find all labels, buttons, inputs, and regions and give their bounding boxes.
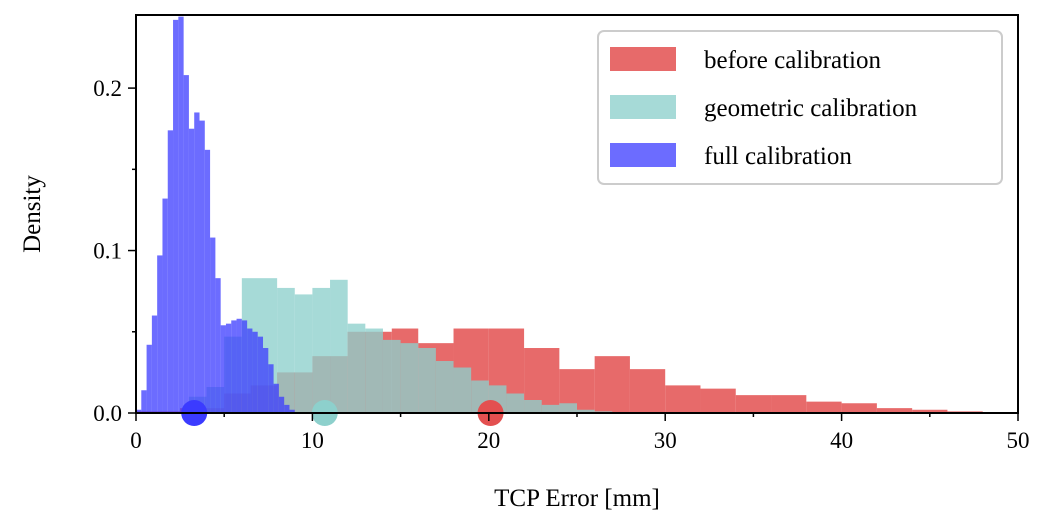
histogram-bar	[330, 279, 348, 413]
histogram-bar	[700, 388, 736, 413]
histogram-bar	[418, 348, 436, 413]
histogram-bar	[252, 331, 258, 413]
histogram-bar	[312, 287, 331, 413]
x-tick-label: 50	[1007, 428, 1030, 453]
histogram-bar	[577, 409, 595, 413]
histogram-bar	[541, 404, 560, 413]
histogram-bar	[167, 130, 174, 413]
histogram-bar	[665, 385, 701, 413]
histogram-bar	[453, 367, 472, 413]
histogram-bar	[841, 403, 877, 413]
histogram-bar	[277, 287, 295, 413]
histogram-bar	[151, 315, 158, 413]
histogram-bar	[629, 369, 666, 413]
y-axis-label: Density	[19, 175, 46, 253]
legend-swatch	[610, 143, 676, 167]
legend: before calibration geometric calibration f…	[597, 30, 1003, 185]
histogram-bar	[136, 409, 142, 413]
histogram-bar	[876, 408, 913, 413]
histogram-bar	[178, 16, 184, 414]
x-tick-label: 0	[130, 428, 142, 453]
histogram-bar	[188, 128, 195, 413]
x-tick-label: 10	[301, 428, 324, 453]
histogram-bar	[210, 237, 216, 413]
x-axis: 0 10 20 30 40 50	[130, 413, 1030, 453]
histogram-bar	[294, 294, 313, 413]
histogram-bar	[268, 364, 274, 413]
histogram-bar	[225, 323, 232, 413]
histogram-bar	[400, 343, 419, 413]
histogram-bar	[194, 112, 200, 413]
legend-label: full calibration	[704, 143, 852, 170]
y-axis: 0.0 0.1 0.2	[93, 76, 136, 426]
histogram-bar	[220, 325, 226, 413]
histogram-bar	[257, 336, 264, 413]
histogram-bar	[241, 320, 248, 413]
histogram-bar	[559, 403, 577, 413]
histogram-bar	[273, 383, 279, 413]
histogram-bar	[289, 409, 295, 413]
histogram-bar	[284, 404, 290, 413]
histogram-bar	[141, 390, 147, 413]
histogram-bar	[173, 19, 179, 413]
histogram-bar	[365, 328, 383, 413]
histogram-bar	[204, 149, 211, 414]
legend-label: geometric calibration	[704, 95, 918, 122]
histogram-bar	[524, 400, 542, 413]
histogram-bar	[912, 409, 948, 413]
series-2	[136, 16, 295, 414]
legend-label: before calibration	[704, 47, 881, 74]
histogram-bar	[236, 318, 242, 413]
histogram-bar	[199, 120, 205, 414]
histogram-bar	[382, 339, 401, 413]
legend-swatch	[610, 95, 676, 119]
y-tick-label: 0.2	[93, 76, 122, 101]
x-tick-label: 40	[830, 428, 853, 453]
histogram-bar	[263, 348, 269, 413]
histogram-bar	[278, 396, 285, 413]
histogram-bar	[215, 278, 221, 413]
histogram-bar	[146, 344, 152, 413]
histogram-bar	[157, 255, 163, 413]
histogram-bar	[806, 401, 842, 413]
histogram-bar	[231, 320, 237, 413]
histogram-bar	[771, 395, 807, 413]
x-axis-label: TCP Error [mm]	[494, 485, 660, 512]
series-1	[188, 278, 613, 413]
histogram-bar	[183, 75, 189, 413]
legend-swatch	[610, 47, 676, 71]
y-tick-label: 0.0	[93, 401, 122, 426]
histogram-bar	[435, 361, 454, 413]
histogram-bar	[506, 393, 525, 413]
histogram-bar	[162, 198, 168, 413]
y-tick-label: 0.1	[93, 239, 122, 264]
bars-layer	[136, 16, 983, 414]
legend-box	[597, 30, 1003, 185]
x-tick-label: 30	[654, 428, 677, 453]
histogram-bar	[735, 395, 772, 413]
histogram-bar	[347, 323, 366, 413]
histogram-bar	[594, 356, 630, 413]
x-tick-label: 20	[477, 428, 500, 453]
histogram-bar	[247, 328, 253, 413]
